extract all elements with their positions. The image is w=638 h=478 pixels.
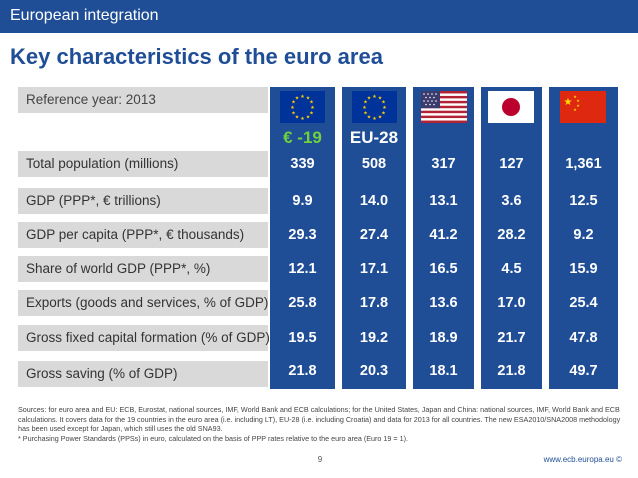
column-label-euro-19: € -19 [283, 128, 322, 147]
table-cell: 13.6 [429, 295, 458, 311]
table-cell: 12.5 [569, 193, 598, 209]
table-cell: 21.8 [497, 363, 526, 379]
svg-text:★: ★ [291, 100, 296, 106]
table-cell: 13.1 [429, 193, 458, 209]
svg-text:★: ★ [573, 107, 577, 112]
table-cell: 16.5 [429, 261, 458, 277]
svg-text:★: ★ [363, 111, 368, 117]
svg-text:★: ★ [295, 96, 300, 102]
table-cell: 17.8 [359, 295, 389, 311]
row-label: Gross fixed capital formation (% of GDP) [18, 325, 270, 351]
row-label: Share of world GDP (PPP*, %) [18, 256, 268, 282]
table-cell: 15.9 [569, 261, 598, 277]
section-header-bar: European integration [0, 0, 638, 33]
svg-text:★: ★ [381, 100, 386, 106]
eu-flag-icon: ★ ★ ★ ★ ★ ★ ★ ★ ★ ★ ★ ★ [352, 91, 397, 123]
row-label: Exports (goods and services, % of GDP) [18, 290, 268, 316]
table-cell: 9.2 [573, 227, 594, 243]
table-cell: 4.5 [501, 261, 522, 277]
table-cell: 17.1 [359, 261, 389, 277]
table-cell: 18.1 [429, 363, 458, 379]
table-cell: 3.6 [501, 193, 522, 209]
row-label: GDP (PPP*, € trillions) [18, 188, 268, 214]
table-cell: 21.7 [497, 330, 526, 346]
section-title: European integration [10, 7, 159, 24]
table-cell: 25.4 [569, 295, 598, 311]
table-cell: 19.2 [359, 330, 389, 346]
table-cell: 27.4 [359, 227, 389, 243]
ppp-footnote: * Purchasing Power Standards (PPSs) in e… [18, 434, 409, 443]
svg-text:★: ★ [576, 103, 580, 108]
svg-text:★: ★ [306, 96, 311, 102]
website-link[interactable]: www.ecb.europa.eu © [543, 455, 622, 464]
svg-text:★: ★ [382, 105, 387, 111]
column-eu28 [342, 87, 406, 389]
us-flag-icon [421, 91, 467, 123]
svg-text:★: ★ [367, 115, 372, 121]
column-label-eu-28: EU-28 [349, 128, 399, 147]
eu-flag-icon: ★ ★ ★ ★ ★ ★ ★ ★ ★ ★ ★ ★ [280, 91, 325, 123]
table-cell: 47.8 [569, 330, 598, 346]
svg-text:★: ★ [362, 105, 367, 111]
table-cell: 127 [499, 156, 524, 172]
table-cell: 29.3 [288, 227, 317, 243]
table-cell: 9.9 [292, 193, 313, 209]
row-label: GDP per capita (PPP*, € thousands) [18, 222, 268, 248]
table-cell: 21.8 [288, 363, 317, 379]
svg-text:★: ★ [309, 111, 314, 117]
table-cell: 508 [361, 156, 387, 172]
reference-year-label: Reference year: 2013 [26, 92, 156, 107]
svg-text:★: ★ [291, 111, 296, 117]
svg-text:★: ★ [310, 105, 315, 111]
svg-text:★: ★ [295, 115, 300, 121]
table-cell: 41.2 [429, 227, 458, 243]
row-label: Total population (millions) [18, 151, 268, 177]
column-united-states [413, 87, 474, 389]
sources-note: Sources: for euro area and EU: ECB, Euro… [18, 405, 621, 433]
svg-text:★: ★ [300, 116, 305, 122]
japan-flag-icon [488, 91, 534, 123]
table-cell: 1,361 [565, 156, 602, 172]
china-flag-icon: ★ ★ ★ ★ ★ [560, 91, 606, 123]
table-cell: 12.1 [288, 261, 317, 277]
table-cell: 28.2 [497, 227, 526, 243]
svg-text:★: ★ [381, 111, 386, 117]
svg-text:★: ★ [378, 115, 383, 121]
column-euro-area [270, 87, 335, 389]
table-cell: 17.0 [497, 295, 526, 311]
svg-text:★: ★ [372, 116, 377, 122]
column-japan [481, 87, 542, 389]
table-cell: 20.3 [359, 363, 389, 379]
table-cell: 317 [431, 156, 456, 172]
page-title: Key characteristics of the euro area [10, 44, 383, 69]
column-china [549, 87, 618, 389]
table-cell: 18.9 [429, 330, 458, 346]
svg-text:★: ★ [564, 97, 573, 108]
row-label: Gross saving (% of GDP) [18, 361, 268, 387]
table-cell: 14.0 [359, 193, 389, 209]
table-cell: 25.8 [288, 295, 317, 311]
svg-text:★: ★ [290, 105, 295, 111]
reference-year-bar: Reference year: 2013 [18, 87, 268, 113]
svg-text:★: ★ [367, 96, 372, 102]
svg-text:★: ★ [309, 100, 314, 106]
svg-text:★: ★ [300, 94, 305, 100]
table-cell: 49.7 [569, 363, 598, 379]
svg-text:★: ★ [576, 98, 580, 103]
svg-text:★: ★ [573, 94, 577, 99]
svg-text:★: ★ [372, 94, 377, 100]
svg-text:★: ★ [363, 100, 368, 106]
page-number: 9 [317, 455, 323, 464]
table-cell: 19.5 [288, 330, 317, 346]
table-cell: 339 [290, 156, 315, 172]
svg-text:★: ★ [378, 96, 383, 102]
svg-text:★: ★ [306, 115, 311, 121]
